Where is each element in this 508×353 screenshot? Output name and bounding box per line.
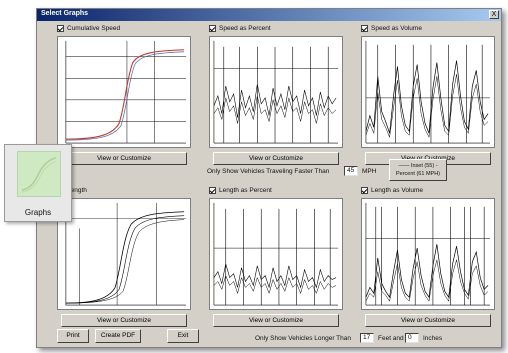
length-customize-button[interactable]: View or Customize (61, 314, 187, 327)
graphs-tooltip-label: Graphs (24, 208, 52, 217)
length-label: Length (67, 187, 87, 194)
length-feet-label: Feet and (378, 335, 404, 342)
cumulative-speed-checkbox[interactable] (57, 25, 64, 32)
exit-button[interactable]: Exit (167, 329, 199, 343)
create-pdf-button[interactable]: Create PDF (95, 329, 141, 343)
graphs-thumbnail-curve (21, 157, 57, 193)
length-plot (65, 202, 187, 306)
speed-filter-label: Only Show Vehicles Traveling Faster Than (207, 168, 330, 175)
speed-filter-input[interactable]: 45 (344, 166, 358, 176)
graphs-tooltip[interactable]: Graphs (4, 144, 72, 222)
legend-line-2: Percent (61 MPH) (395, 171, 440, 177)
close-icon[interactable]: X (489, 10, 499, 19)
speed-volume-plot (365, 40, 491, 144)
speed-volume-label: Speed as Volume (371, 25, 422, 32)
cumulative-speed-label: Cumulative Speed (67, 25, 121, 32)
speed-percent-customize-button[interactable]: View or Customize (213, 152, 339, 165)
length-chart (57, 198, 191, 310)
title-bar: Select Graphs X (37, 9, 501, 21)
print-button[interactable]: Print (57, 329, 89, 343)
cumulative-speed-customize-button[interactable]: View or Customize (61, 152, 187, 165)
speed-percent-plot (213, 40, 339, 144)
speed-percent-checkbox[interactable] (209, 25, 216, 32)
speed-filter-unit: MPH (362, 168, 377, 175)
length-volume-label: Length as Volume (371, 187, 424, 194)
length-feet-input[interactable]: 17 (360, 333, 374, 343)
length-percent-checkbox[interactable] (209, 187, 216, 194)
select-graphs-window: Select Graphs X Cumulative Speed View or… (36, 8, 502, 348)
length-volume-checkbox-row[interactable]: Length as Volume (361, 187, 423, 196)
speed-volume-checkbox-row[interactable]: Speed as Volume (361, 25, 422, 34)
length-inches-input[interactable]: 0 (405, 333, 419, 343)
window-title: Select Graphs (41, 10, 89, 17)
length-percent-customize-button[interactable]: View or Customize (213, 314, 339, 327)
length-volume-plot (365, 202, 491, 306)
speed-percent-chart (209, 36, 343, 148)
cumulative-speed-chart (57, 36, 191, 148)
graphs-thumbnail-icon (17, 151, 61, 197)
length-volume-chart (361, 198, 495, 310)
length-filter-label: Only Show Vehicles Longer Than (255, 335, 351, 342)
speed-percent-label: Speed as Percent (219, 25, 271, 32)
speed-percent-checkbox-row[interactable]: Speed as Percent (209, 25, 271, 34)
speed-volume-checkbox[interactable] (361, 25, 368, 32)
speed-volume-chart (361, 36, 495, 148)
legend-toggle-button[interactable]: —— Inset (55) - Percent (61 MPH) (389, 159, 447, 181)
cumulative-speed-plot (65, 40, 187, 144)
cumulative-speed-checkbox-row[interactable]: Cumulative Speed (57, 25, 120, 34)
length-percent-plot (213, 202, 339, 306)
length-volume-customize-button[interactable]: View or Customize (365, 314, 491, 327)
legend-line-1: —— Inset (55) - (398, 163, 438, 169)
length-percent-chart (209, 198, 343, 310)
length-volume-checkbox[interactable] (361, 187, 368, 194)
length-percent-checkbox-row[interactable]: Length as Percent (209, 187, 272, 196)
length-percent-label: Length as Percent (219, 187, 272, 194)
length-inches-label: Inches (423, 335, 443, 342)
